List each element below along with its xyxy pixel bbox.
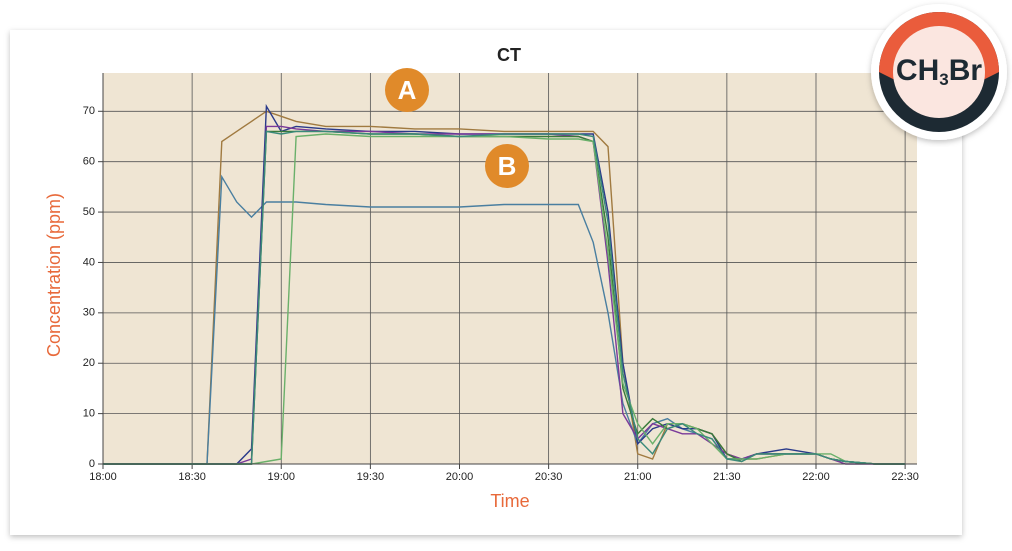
annotation: A (398, 75, 417, 105)
x-tick-label: 21:30 (713, 471, 741, 483)
chart-title: CT (497, 45, 521, 65)
annotation-badge (385, 68, 429, 112)
y-tick-label: 50 (83, 206, 95, 218)
x-tick-label: 18:00 (89, 471, 117, 483)
series-line (103, 133, 906, 465)
x-tick-label: 20:30 (535, 471, 563, 483)
x-tick-label: 20:00 (446, 471, 474, 483)
y-tick-label: 60 (83, 156, 95, 168)
x-tick-label: 19:30 (357, 471, 385, 483)
annotation: B (498, 151, 517, 181)
formula-subscript: 3 (939, 70, 948, 89)
x-tick-label: 22:30 (891, 471, 919, 483)
x-tick-label: 22:00 (802, 471, 830, 483)
lines (103, 103, 906, 465)
annotation-badge (485, 144, 529, 188)
x-axis-label: Time (490, 491, 529, 511)
y-tick-label: 20 (83, 357, 95, 369)
badge-ring-accent (879, 12, 999, 80)
formula: CH (896, 54, 939, 87)
formula-suffix: Br (949, 54, 983, 87)
y-axis-label: Concentration (ppm) (44, 193, 64, 357)
series-line (103, 130, 906, 465)
badge-text: CH3Br (896, 54, 982, 90)
x-tick-label: 21:00 (624, 471, 652, 483)
x-tick-label: 18:30 (178, 471, 206, 483)
plot-area (103, 73, 917, 464)
y-tick-label: 40 (83, 256, 95, 268)
y-tick-label: 10 (83, 408, 95, 420)
badge-inner (893, 26, 985, 118)
compound-badge: CH3Br (871, 4, 1007, 140)
y-tick-label: 70 (83, 105, 95, 117)
y-tick-label: 30 (83, 307, 95, 319)
y-tick-label: 0 (89, 458, 95, 470)
x-tick-label: 19:00 (267, 471, 295, 483)
